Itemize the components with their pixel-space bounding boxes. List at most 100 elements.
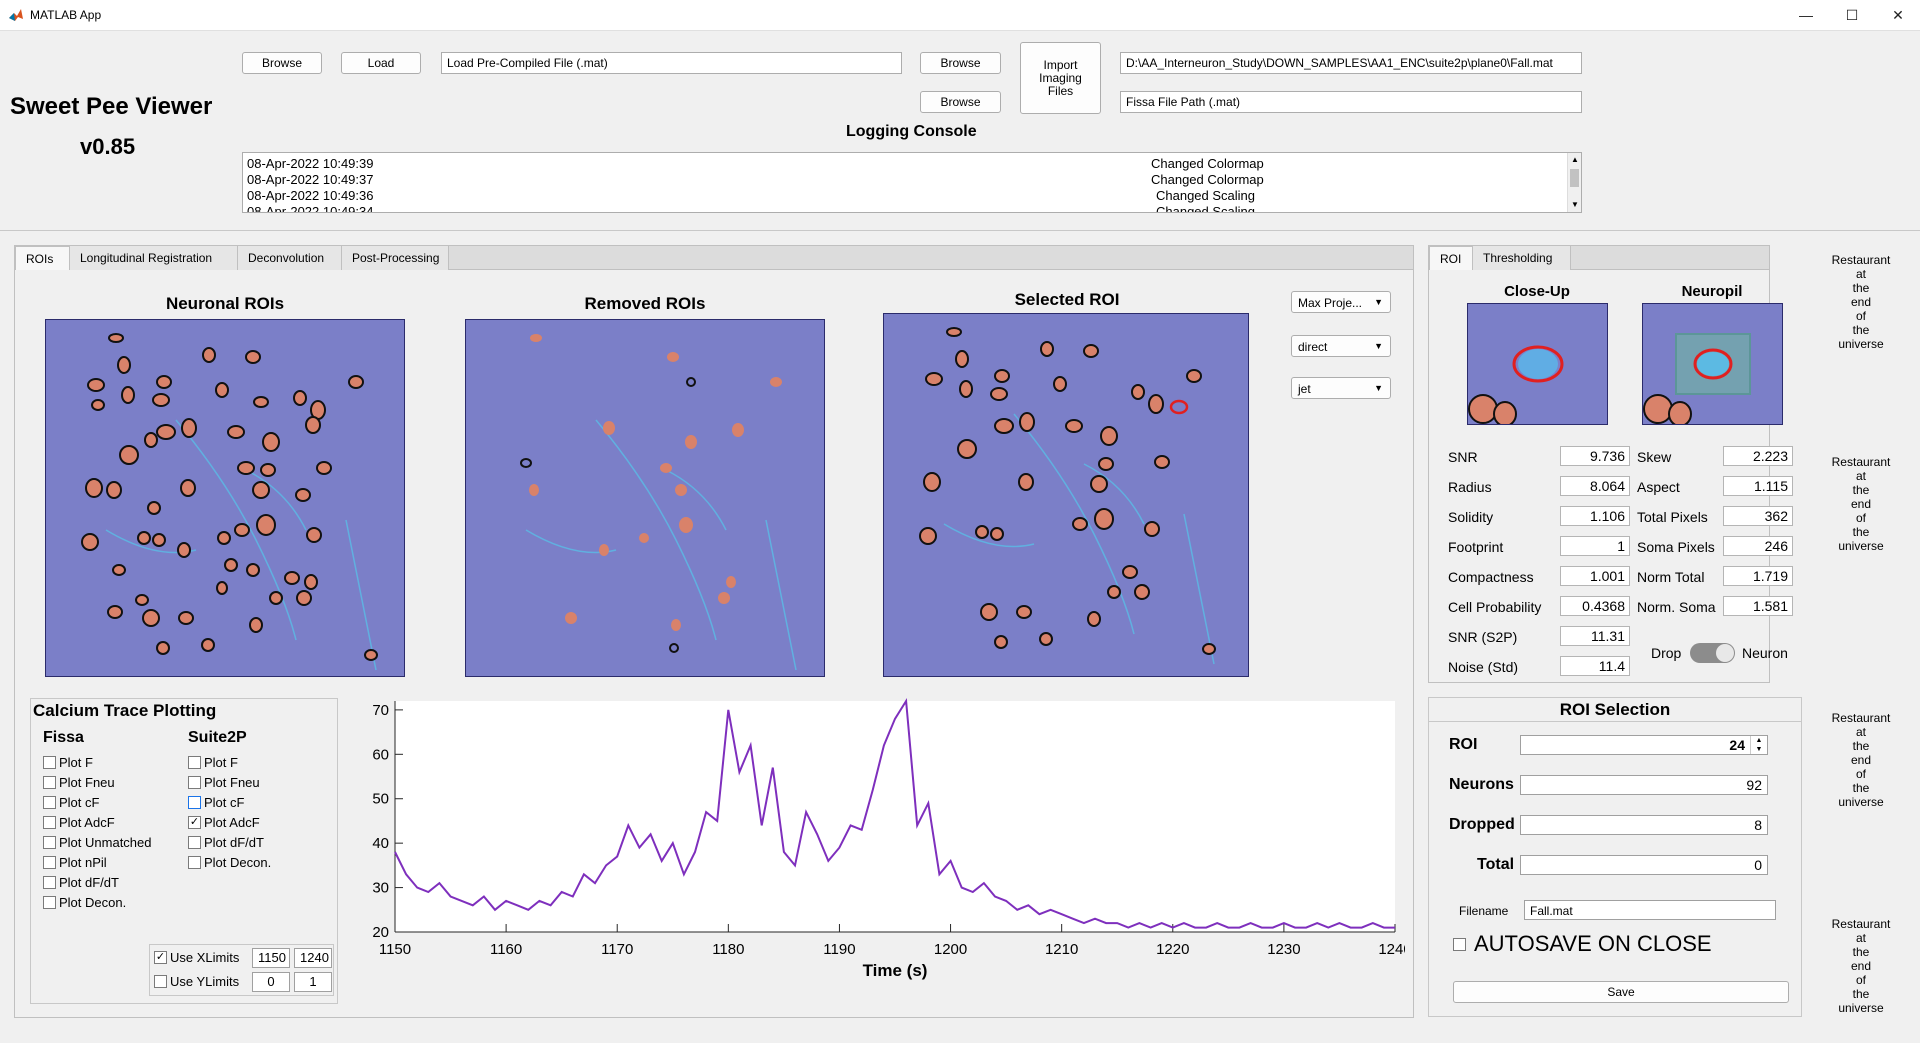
right-tab-group: ROI Thresholding Close-Up Neuropil SNR 9…: [1428, 245, 1793, 683]
fissa-path-input[interactable]: Fissa File Path (.mat): [1120, 91, 1582, 113]
metric-value[interactable]: 9.736: [1560, 446, 1630, 466]
s2p-plot-cf-checkbox[interactable]: Plot cF: [188, 795, 244, 810]
closeup-image[interactable]: [1467, 303, 1608, 425]
use-xlimits-checkbox[interactable]: ✓ Use XLimits: [154, 950, 240, 965]
selected-roi-image[interactable]: [883, 313, 1249, 677]
removed-rois-image[interactable]: [465, 319, 825, 677]
calcium-trace-chart[interactable]: 1150 1160 1170 1180 1190 1200 1210 1220 1230 1240…: [355, 696, 1412, 1014]
s2p-plot-f-checkbox[interactable]: Plot F: [188, 755, 238, 770]
neuronal-rois-image[interactable]: [45, 319, 405, 677]
fissa-plot-f-checkbox[interactable]: Plot F: [43, 755, 93, 770]
tab-deconvolution[interactable]: Deconvolution: [238, 246, 342, 270]
spinner-arrows-icon[interactable]: ▲ ▼: [1750, 736, 1767, 754]
trace-plot: 1150 1160 1170 1180 1190 1200 1210 1220 1230 1240…: [372, 697, 1412, 980]
log-scroll-thumb[interactable]: [1570, 169, 1579, 187]
log-time: 08-Apr-2022 10:49:34: [247, 204, 374, 213]
use-ylimits-checkbox[interactable]: Use YLimits: [154, 974, 239, 989]
metric-value[interactable]: 1.001: [1560, 566, 1630, 586]
s2p-plot-fneu-checkbox[interactable]: Plot Fneu: [188, 775, 260, 790]
browse-precompiled-button[interactable]: Browse: [242, 52, 322, 74]
colormap-dropdown[interactable]: jet ▼: [1291, 377, 1391, 399]
side-label-1: Restaurant at the end of the universe: [1831, 253, 1891, 351]
metric-value[interactable]: 1.581: [1723, 596, 1793, 616]
selected-roi-title: Selected ROI: [1014, 290, 1120, 309]
close-icon[interactable]: ✕: [1892, 7, 1904, 23]
minimize-icon[interactable]: —: [1799, 7, 1813, 23]
fissa-plot-npil-checkbox[interactable]: Plot nPil: [43, 855, 107, 870]
metric-value[interactable]: 0.4368: [1560, 596, 1630, 616]
roi-selection-title: ROI Selection: [1429, 698, 1801, 722]
import-imaging-files-button[interactable]: Import Imaging Files: [1020, 42, 1101, 114]
neuropil-image[interactable]: [1642, 303, 1783, 425]
metric-label: Footprint: [1448, 539, 1504, 555]
selected-roi-outline: [1169, 399, 1189, 415]
filename-input[interactable]: Fall.mat: [1524, 900, 1776, 920]
y-tick-label: 70: [372, 702, 389, 719]
import-label-1: Import: [1043, 57, 1078, 72]
roi-spinner[interactable]: 24: [1520, 735, 1768, 755]
x-tick-label: 1210: [1045, 941, 1078, 958]
maximize-icon[interactable]: ☐: [1845, 7, 1859, 23]
y-tick-label: 20: [372, 924, 389, 941]
s2p-plot-dfdt-checkbox[interactable]: Plot dF/dT: [188, 835, 264, 850]
metric-label: SNR (S2P): [1448, 629, 1518, 645]
tab-rois[interactable]: ROIs: [15, 246, 70, 270]
metric-value[interactable]: 1.106: [1560, 506, 1630, 526]
log-scrollbar[interactable]: ▲ ▼: [1567, 153, 1581, 212]
metric-value[interactable]: 2.223: [1723, 446, 1793, 466]
scroll-up-icon[interactable]: ▲: [1571, 155, 1579, 164]
metric-label: Soma Pixels: [1637, 539, 1715, 555]
side-label-2: Restaurant at the end of the universe: [1831, 455, 1891, 553]
x-tick-label: 1190: [823, 941, 855, 958]
metric-label: Noise (Std): [1448, 659, 1519, 675]
xlim-max-input[interactable]: 1240: [294, 948, 332, 968]
metric-value[interactable]: 362: [1723, 506, 1793, 526]
fissa-plot-cf-checkbox[interactable]: Plot cF: [43, 795, 99, 810]
logging-console[interactable]: 08-Apr-2022 10:49:39 Changed Colormap 08…: [242, 152, 1582, 213]
metric-value[interactable]: 246: [1723, 536, 1793, 556]
scroll-down-icon[interactable]: ▼: [1571, 200, 1579, 209]
fissa-plot-unmatched-checkbox[interactable]: Plot Unmatched: [43, 835, 152, 850]
metric-value[interactable]: 11.4: [1560, 656, 1630, 676]
tab-roi[interactable]: ROI: [1429, 246, 1473, 270]
fissa-plot-decon-checkbox[interactable]: Plot Decon.: [43, 895, 126, 910]
xlim-min-input[interactable]: 1150: [252, 948, 290, 968]
metric-value[interactable]: 1.115: [1723, 476, 1793, 496]
metric-value[interactable]: 1.719: [1723, 566, 1793, 586]
toggle-knob[interactable]: [1716, 644, 1734, 662]
metric-value[interactable]: 11.31: [1560, 626, 1630, 646]
x-tick-label: 1150: [379, 941, 411, 958]
metric-value[interactable]: 8.064: [1560, 476, 1630, 496]
fissa-plot-dfdt-checkbox[interactable]: Plot dF/dT: [43, 875, 119, 890]
save-button[interactable]: Save: [1453, 981, 1789, 1003]
matlab-icon: [8, 7, 24, 23]
fissa-header: Fissa: [43, 729, 84, 746]
load-button[interactable]: Load: [341, 52, 421, 74]
fissa-plot-adcf-checkbox[interactable]: Plot AdcF: [43, 815, 115, 830]
suite2p-path-input[interactable]: D:\AA_Interneuron_Study\DOWN_SAMPLES\AA1…: [1120, 52, 1582, 74]
log-time: 08-Apr-2022 10:49:37: [247, 172, 374, 187]
autosave-checkbox[interactable]: AUTOSAVE ON CLOSE: [1453, 931, 1712, 957]
side-label-4: Restaurant at the end of the universe: [1831, 917, 1891, 1015]
precompiled-file-input[interactable]: Load Pre-Compiled File (.mat): [441, 52, 902, 74]
fissa-plot-fneu-checkbox[interactable]: Plot Fneu: [43, 775, 115, 790]
ylim-min-input[interactable]: 0: [252, 972, 290, 992]
browse-suite2p-button[interactable]: Browse: [920, 52, 1001, 74]
checkmark-icon: ✓: [154, 951, 167, 964]
drop-neuron-toggle[interactable]: [1690, 643, 1735, 663]
trace-panel-title: Calcium Trace Plotting: [33, 701, 217, 720]
tab-thresholding[interactable]: Thresholding: [1473, 246, 1571, 270]
s2p-plot-adcf-checkbox[interactable]: ✓ Plot AdcF: [188, 815, 260, 830]
scaling-dropdown[interactable]: direct ▼: [1291, 335, 1391, 357]
chevron-down-icon: ▼: [1374, 383, 1383, 393]
browse-fissa-button[interactable]: Browse: [920, 91, 1001, 113]
projection-dropdown[interactable]: Max Proje... ▼: [1291, 291, 1391, 313]
window-title-bar: MATLAB App — ☐ ✕: [0, 0, 1920, 31]
s2p-plot-decon-checkbox[interactable]: Plot Decon.: [188, 855, 271, 870]
neuropil-plot: [1643, 333, 1751, 424]
tab-longitudinal-registration[interactable]: Longitudinal Registration: [70, 246, 238, 270]
metric-value[interactable]: 1: [1560, 536, 1630, 556]
tab-post-processing[interactable]: Post-Processing: [342, 246, 449, 270]
ylim-max-input[interactable]: 1: [294, 972, 332, 992]
projection-value: Max Proje...: [1298, 296, 1363, 310]
